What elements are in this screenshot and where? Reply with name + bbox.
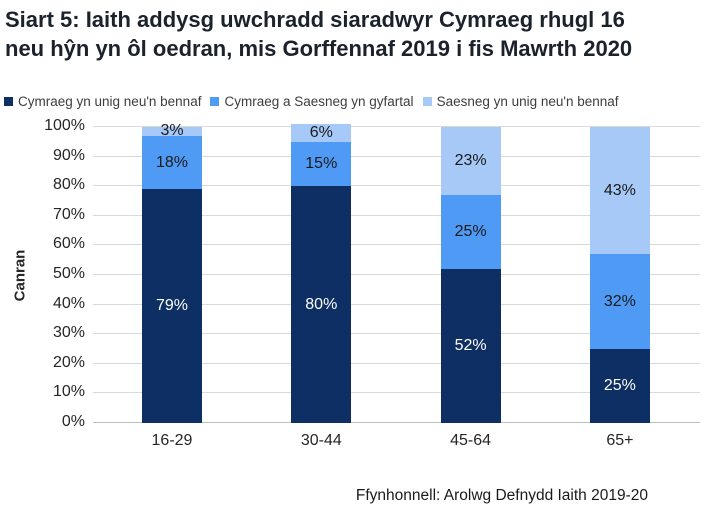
y-tick-label: 50% [52,265,85,282]
bar-segment-16-29-series2: 3% [142,123,202,139]
bar-value-label: 79% [155,297,189,315]
gridline [93,155,700,157]
y-tick-label: 70% [52,205,85,223]
y-tick-label: 60% [52,235,85,253]
bar-segment-65+-series2: 43% [589,127,650,255]
gridline [93,214,700,216]
bar-value-label: 23% [454,152,487,170]
bar-value-label: 52% [454,337,487,355]
legend-item-label: Cymraeg yn unig neu'n bennaf [18,93,202,109]
legend-swatch-icon [4,96,13,106]
legend-swatch-icon [422,96,432,106]
bar-segment-65+-series0: 25% [589,349,650,423]
bar-segment-65+-series1: 32% [589,254,650,349]
gridline [93,303,700,305]
legend-item-0: Cymraeg yn unig neu'n bennaf [4,94,201,109]
legend-swatch-icon [210,96,220,106]
gridline [93,274,700,275]
x-category-label-65+: 65+ [606,432,634,449]
gridline [93,362,700,364]
bar-value-label: 15% [305,154,338,172]
bar-segment-30-44-series0: 80% [291,186,352,423]
y-tick-label: 40% [52,294,85,312]
legend-item-1: Cymraeg a Saesneg yn gyfartal [210,93,414,109]
bar-segment-45-64-series2: 23% [440,127,501,196]
x-category-label-45-64: 45-64 [450,432,492,449]
chart-title: Siart 5: Iaith addysg uwchradd siaradwyr… [5,5,717,63]
y-tick-label: 90% [52,146,85,164]
bar-value-label: 32% [603,292,636,310]
y-tick-label: 80% [52,176,85,194]
bar-value-label: 25% [603,377,636,394]
y-tick-label: 100% [44,117,85,134]
bar-segment-45-64-series0: 52% [440,269,501,423]
bar-value-label: 25% [454,223,487,241]
x-category-label-16-29: 16-29 [151,432,193,449]
gridline [93,126,700,127]
x-category-label-30-44: 30-44 [300,432,342,449]
chart-title-line1: Siart 5: Iaith addysg uwchradd siaradwyr… [5,7,625,32]
bar-value-label: 18% [155,153,189,171]
bar-value-label: 80% [305,295,338,313]
y-tick-label: 20% [52,353,85,371]
bar-segment-45-64-series1: 25% [440,195,501,270]
x-axis-line [93,422,700,423]
legend-item-label: Cymraeg a Saesneg yn gyfartal [224,93,414,109]
legend-item-label: Saesneg yn unig neu'n bennaf [436,93,619,109]
legend-item-2: Saesneg yn unig neu'n bennaf [422,93,619,109]
bar-segment-30-44-series2: 6% [291,123,352,142]
source-note: Ffynhonnell: Arolwg Defnydd Iaith 2019-2… [355,487,648,504]
bar-segment-30-44-series1: 15% [291,141,352,187]
bar-value-label: 3% [160,122,184,140]
chart-title-line2: neu hŷn yn ôl oedran, mis Gorffennaf 201… [5,36,633,61]
y-tick-label: 0% [61,413,85,430]
gridline [93,392,700,394]
bar-value-label: 6% [309,123,333,141]
bar-segment-16-29-series0: 79% [142,189,202,423]
gridline [93,333,700,335]
y-axis-title: Canran [11,249,29,302]
y-tick-label: 10% [52,383,85,401]
bar-value-label: 43% [603,181,636,199]
gridline [93,244,700,246]
legend: Cymraeg yn unig neu'n bennaf Cymraeg a Sa… [4,93,719,109]
gridline [93,185,700,187]
bar-segment-16-29-series1: 18% [142,135,202,190]
y-tick-label: 30% [52,324,85,342]
